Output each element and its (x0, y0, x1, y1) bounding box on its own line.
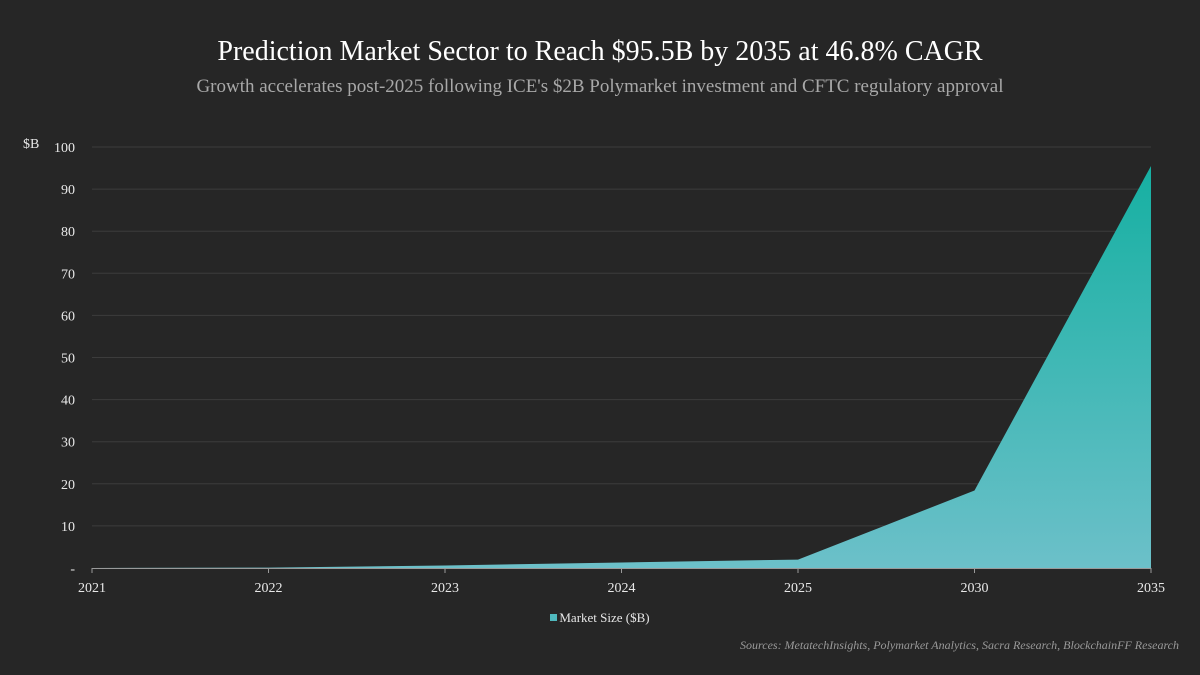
source-note: Sources: MetatechInsights, Polymarket An… (740, 638, 1179, 652)
y-tick-label: 50 (61, 352, 75, 367)
market-size-area (92, 165, 1151, 568)
y-tick-label: 10 (61, 520, 75, 535)
y-tick-label: 100 (54, 141, 75, 156)
y-tick-label: 90 (61, 183, 75, 198)
y-tick-label: 80 (61, 225, 75, 240)
x-tick-label: 2030 (961, 581, 989, 596)
x-tick-label: 2023 (431, 581, 459, 596)
y-axis: - 10 20 30 40 50 60 70 80 90 100 (54, 141, 75, 577)
y-axis-unit-label: $B (23, 137, 39, 152)
chart-title: Prediction Market Sector to Reach $95.5B… (217, 36, 983, 67)
x-tick-label: 2035 (1137, 581, 1165, 596)
legend-label: Market Size ($B) (559, 610, 650, 625)
y-tick-label: 40 (61, 394, 75, 409)
chart-subtitle: Growth accelerates post-2025 following I… (196, 76, 1004, 97)
x-tick-label: 2021 (78, 581, 106, 596)
x-tick-label: 2022 (255, 581, 283, 596)
y-tick-label: 60 (61, 309, 75, 324)
y-tick-label: - (70, 562, 75, 577)
x-tick-label: 2024 (608, 581, 636, 596)
y-tick-label: 70 (61, 267, 75, 282)
legend-swatch (550, 614, 558, 621)
y-tick-label: 30 (61, 436, 75, 451)
series-area (92, 165, 1151, 568)
y-tick-label: 20 (61, 478, 75, 493)
legend: Market Size ($B) (0, 610, 1200, 626)
x-tick-label: 2025 (784, 581, 812, 596)
x-axis: 2021 2022 2023 2024 2025 2030 2035 (78, 568, 1165, 596)
